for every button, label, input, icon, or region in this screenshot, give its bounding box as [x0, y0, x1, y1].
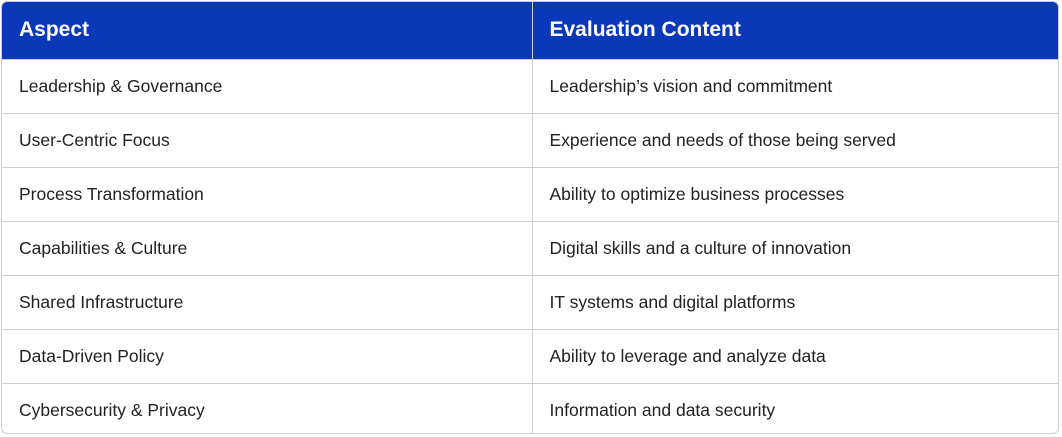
table-row: Capabilities & Culture Digital skills an…	[2, 220, 1058, 275]
evaluation-content-cell: Ability to optimize business processes	[531, 166, 1058, 221]
evaluation-content-cell: Leadership’s vision and commitment	[531, 58, 1058, 113]
aspect-cell: Cybersecurity & Privacy	[2, 382, 532, 433]
aspect-cell: Process Transformation	[2, 166, 532, 221]
column-header-aspect: Aspect	[2, 2, 532, 59]
aspect-cell: User-Centric Focus	[2, 112, 532, 167]
aspect-cell: Leadership & Governance	[2, 58, 532, 113]
evaluation-content-cell: Digital skills and a culture of innovati…	[531, 220, 1058, 275]
table-header-row: Aspect Evaluation Content	[2, 2, 1058, 59]
table-row: User-Centric Focus Experience and needs …	[2, 112, 1058, 167]
aspect-cell: Capabilities & Culture	[2, 220, 532, 275]
table-row: Process Transformation Ability to optimi…	[2, 166, 1058, 221]
table-row: Shared Infrastructure IT systems and dig…	[2, 274, 1058, 329]
aspect-cell: Shared Infrastructure	[2, 274, 532, 329]
aspect-cell: Data-Driven Policy	[2, 328, 532, 383]
table-header: Aspect Evaluation Content	[2, 2, 1058, 59]
table-row: Cybersecurity & Privacy Information and …	[2, 382, 1058, 433]
table-body: Leadership & Governance Leadership’s vis…	[2, 58, 1058, 433]
table-row: Data-Driven Policy Ability to leverage a…	[2, 328, 1058, 383]
evaluation-content-cell: Information and data security	[531, 382, 1058, 433]
table-row: Leadership & Governance Leadership’s vis…	[2, 58, 1058, 113]
evaluation-content-cell: Ability to leverage and analyze data	[531, 328, 1058, 383]
evaluation-content-cell: Experience and needs of those being serv…	[531, 112, 1058, 167]
column-header-evaluation-content: Evaluation Content	[531, 2, 1058, 59]
evaluation-content-cell: IT systems and digital platforms	[531, 274, 1058, 329]
